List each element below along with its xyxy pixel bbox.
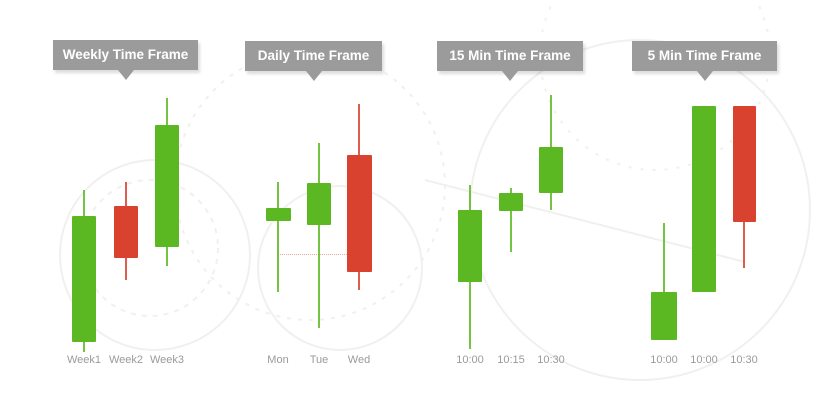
candle-body-bearish bbox=[346, 155, 372, 272]
candle-body-bearish bbox=[114, 206, 138, 258]
axis-label: 10:00 bbox=[690, 354, 718, 366]
candle-body-bullish bbox=[265, 208, 291, 221]
candle-body-bullish bbox=[651, 292, 677, 340]
axis-label: Week2 bbox=[108, 354, 144, 366]
tooltip-15-min-time-frame: 15 Min Time Frame bbox=[437, 41, 583, 81]
axis-label: 10:30 bbox=[730, 354, 758, 366]
candle-body-bullish bbox=[499, 193, 523, 211]
candle-body-bullish bbox=[72, 216, 96, 342]
dotted-level-line bbox=[277, 254, 349, 255]
candle-wick bbox=[510, 188, 512, 252]
axis-label: Tue bbox=[309, 354, 329, 366]
axis-label: Mon bbox=[267, 354, 289, 366]
candle-wick bbox=[663, 223, 665, 340]
candle-body-bearish bbox=[732, 106, 756, 222]
candle-body-bullish bbox=[155, 125, 179, 247]
candle-body-bullish bbox=[539, 147, 563, 193]
axis-label: 10:15 bbox=[497, 354, 525, 366]
axis-label: Week3 bbox=[149, 354, 185, 366]
axis-label: Wed bbox=[347, 354, 371, 366]
tooltip-5-min-time-frame: 5 Min Time Frame bbox=[632, 41, 777, 81]
candle-body-bullish bbox=[458, 210, 482, 282]
axis-label: 10:00 bbox=[456, 354, 484, 366]
axis-label: 10:30 bbox=[537, 354, 565, 366]
candle-wick bbox=[277, 182, 279, 292]
axis-label: Week1 bbox=[66, 354, 102, 366]
candle-wick bbox=[318, 143, 320, 328]
candle-body-bullish bbox=[307, 183, 331, 225]
candle-body-bullish bbox=[692, 106, 716, 292]
tooltip-daily-time-frame: Daily Time Frame bbox=[245, 41, 382, 81]
tooltip-weekly-time-frame: Weekly Time Frame bbox=[53, 40, 198, 80]
axis-label: 10:00 bbox=[650, 354, 678, 366]
